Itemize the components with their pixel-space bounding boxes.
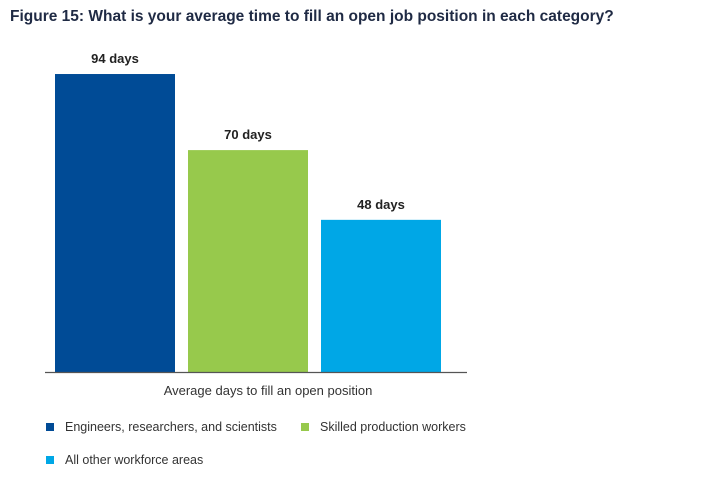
bar-value-label-other-areas: 48 days [357, 197, 405, 212]
bar-skilled-production [188, 150, 308, 372]
bar-other-areas [321, 219, 441, 372]
bar-value-label-engineers: 94 days [91, 51, 139, 66]
bar-engineers [55, 74, 175, 373]
legend-item-skilled-production: Skilled production workers [301, 420, 466, 434]
legend-label-other-areas: All other workforce areas [65, 453, 204, 467]
legend-swatch-other-areas [46, 456, 54, 464]
chart-title: Figure 15: What is your average time to … [10, 8, 614, 25]
bar-value-label-skilled-production: 70 days [224, 127, 272, 142]
legend-swatch-skilled-production [301, 423, 309, 431]
x-axis-label: Average days to fill an open position [164, 383, 373, 398]
legend-label-skilled-production: Skilled production workers [320, 420, 466, 434]
legend-swatch-engineers [46, 423, 54, 431]
legend-item-engineers: Engineers, researchers, and scientists [46, 420, 277, 434]
legend-label-engineers: Engineers, researchers, and scientists [65, 420, 277, 434]
legend-item-other-areas: All other workforce areas [46, 453, 203, 467]
